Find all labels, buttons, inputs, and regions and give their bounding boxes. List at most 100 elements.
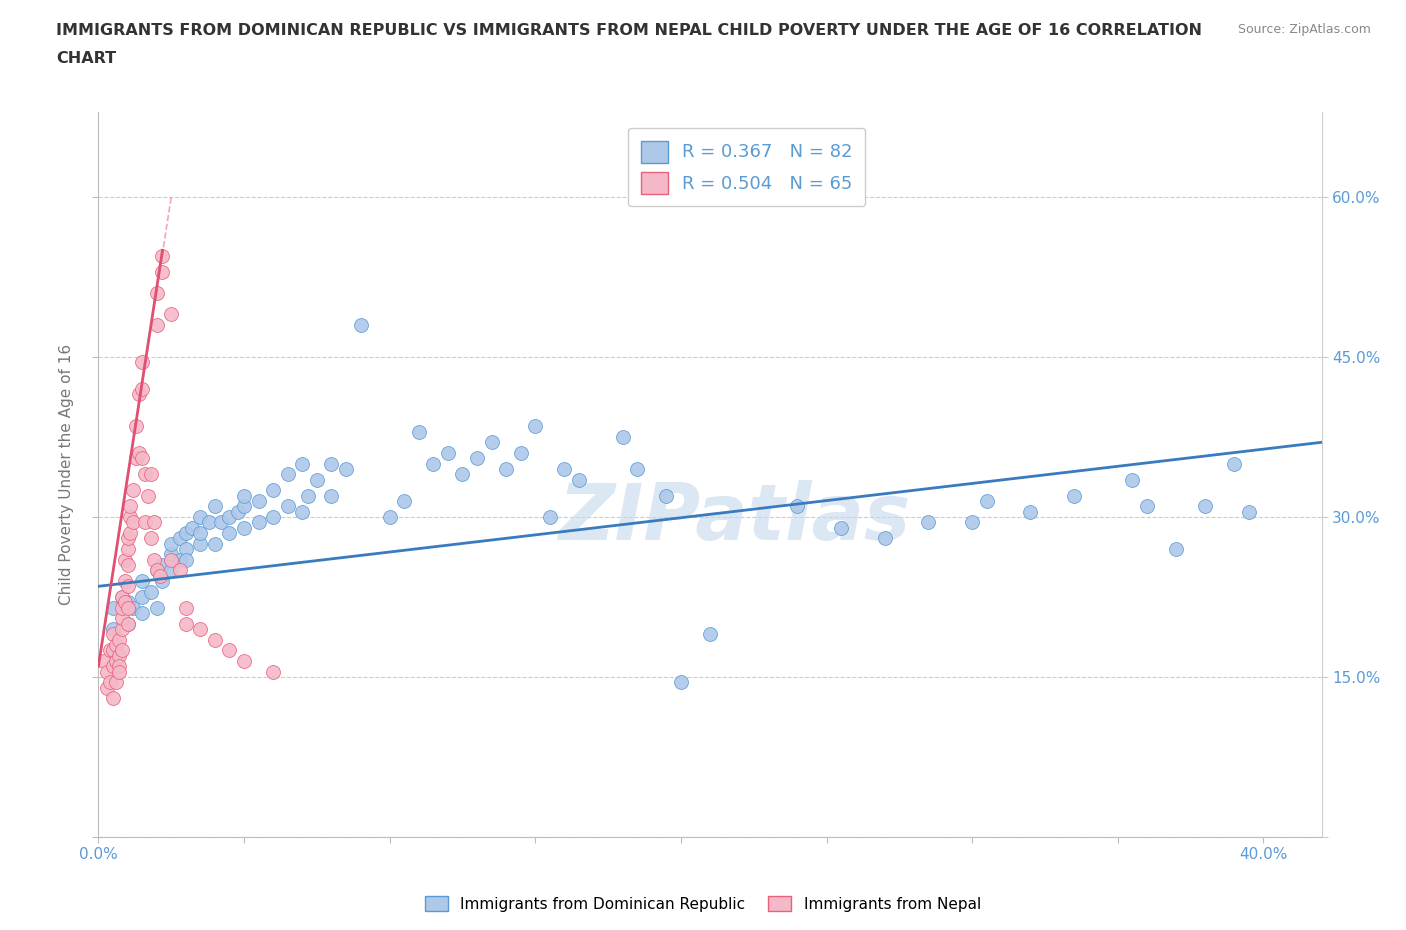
- Point: [538, 510, 561, 525]
- Point: [104, 638, 127, 653]
- Point: [174, 541, 197, 556]
- Point: [117, 595, 139, 610]
- Legend: R = 0.367   N = 82, R = 0.504   N = 65: R = 0.367 N = 82, R = 0.504 N = 65: [628, 128, 865, 206]
- Point: [114, 552, 136, 567]
- Point: [134, 467, 156, 482]
- Point: [131, 574, 153, 589]
- Point: [960, 515, 983, 530]
- Point: [204, 498, 226, 513]
- Point: [145, 286, 167, 300]
- Point: [465, 451, 488, 466]
- Point: [655, 488, 678, 503]
- Point: [204, 632, 226, 647]
- Point: [437, 445, 460, 460]
- Point: [262, 510, 284, 525]
- Point: [160, 307, 183, 322]
- Point: [101, 691, 124, 706]
- Point: [669, 675, 692, 690]
- Point: [204, 537, 226, 551]
- Point: [262, 664, 284, 679]
- Point: [218, 643, 240, 658]
- Point: [131, 605, 153, 620]
- Point: [145, 563, 167, 578]
- Point: [111, 590, 134, 604]
- Point: [117, 617, 139, 631]
- Point: [335, 461, 357, 476]
- Point: [142, 552, 165, 567]
- Point: [101, 658, 124, 673]
- Point: [111, 611, 134, 626]
- Point: [277, 498, 299, 513]
- Point: [174, 617, 197, 631]
- Point: [117, 600, 139, 615]
- Point: [139, 467, 162, 482]
- Point: [169, 563, 191, 578]
- Point: [142, 515, 165, 530]
- Point: [139, 584, 162, 599]
- Point: [1121, 472, 1143, 487]
- Text: ZIPatlas: ZIPatlas: [558, 480, 911, 556]
- Point: [131, 355, 153, 370]
- Point: [321, 488, 343, 503]
- Point: [117, 531, 139, 546]
- Point: [125, 418, 148, 433]
- Point: [321, 457, 343, 472]
- Point: [120, 525, 142, 540]
- Point: [120, 510, 142, 525]
- Point: [131, 381, 153, 396]
- Point: [180, 520, 202, 535]
- Point: [277, 467, 299, 482]
- Point: [128, 445, 150, 460]
- Point: [125, 451, 148, 466]
- Point: [1136, 498, 1159, 513]
- Point: [247, 515, 270, 530]
- Point: [198, 515, 221, 530]
- Point: [524, 418, 547, 433]
- Point: [188, 510, 212, 525]
- Point: [495, 461, 517, 476]
- Point: [117, 578, 139, 593]
- Text: IMMIGRANTS FROM DOMINICAN REPUBLIC VS IMMIGRANTS FROM NEPAL CHILD POVERTY UNDER : IMMIGRANTS FROM DOMINICAN REPUBLIC VS IM…: [56, 23, 1202, 38]
- Point: [305, 472, 328, 487]
- Point: [786, 498, 808, 513]
- Point: [233, 488, 256, 503]
- Point: [262, 483, 284, 498]
- Point: [699, 627, 721, 642]
- Text: CHART: CHART: [56, 51, 117, 66]
- Point: [174, 600, 197, 615]
- Point: [612, 430, 634, 445]
- Point: [128, 387, 150, 402]
- Point: [481, 435, 503, 450]
- Point: [131, 451, 153, 466]
- Point: [111, 621, 134, 636]
- Point: [169, 552, 191, 567]
- Point: [117, 617, 139, 631]
- Point: [96, 680, 118, 695]
- Point: [101, 600, 124, 615]
- Point: [626, 461, 648, 476]
- Point: [174, 525, 197, 540]
- Point: [188, 525, 212, 540]
- Point: [101, 643, 124, 658]
- Point: [1237, 504, 1260, 519]
- Point: [111, 590, 134, 604]
- Point: [152, 574, 174, 589]
- Legend: Immigrants from Dominican Republic, Immigrants from Nepal: Immigrants from Dominican Republic, Immi…: [419, 889, 987, 918]
- Point: [830, 520, 852, 535]
- Point: [247, 494, 270, 509]
- Point: [152, 558, 174, 573]
- Point: [160, 552, 183, 567]
- Point: [139, 531, 162, 546]
- Point: [145, 317, 167, 332]
- Point: [349, 317, 371, 332]
- Point: [226, 504, 249, 519]
- Point: [1019, 504, 1042, 519]
- Point: [136, 488, 159, 503]
- Point: [114, 574, 136, 589]
- Point: [553, 461, 575, 476]
- Point: [149, 568, 172, 583]
- Point: [160, 563, 183, 578]
- Point: [131, 590, 153, 604]
- Point: [111, 643, 134, 658]
- Point: [218, 510, 240, 525]
